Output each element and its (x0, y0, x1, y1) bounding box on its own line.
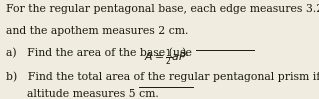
Text: a)   Find the area of the base (use: a) Find the area of the base (use (6, 48, 195, 58)
Text: $A = \frac{1}{2}aP$: $A = \frac{1}{2}aP$ (144, 48, 187, 69)
Text: b)   Find the total area of the regular pentagonal prism if its: b) Find the total area of the regular pe… (6, 71, 319, 82)
Text: ).: ). (181, 48, 189, 58)
Text: and the apothem measures 2 cm.: and the apothem measures 2 cm. (6, 26, 188, 36)
Text: For the regular pentagonal base, each edge measures 3.2 cm: For the regular pentagonal base, each ed… (6, 4, 319, 14)
Text: altitude measures 5 cm.: altitude measures 5 cm. (27, 89, 159, 99)
